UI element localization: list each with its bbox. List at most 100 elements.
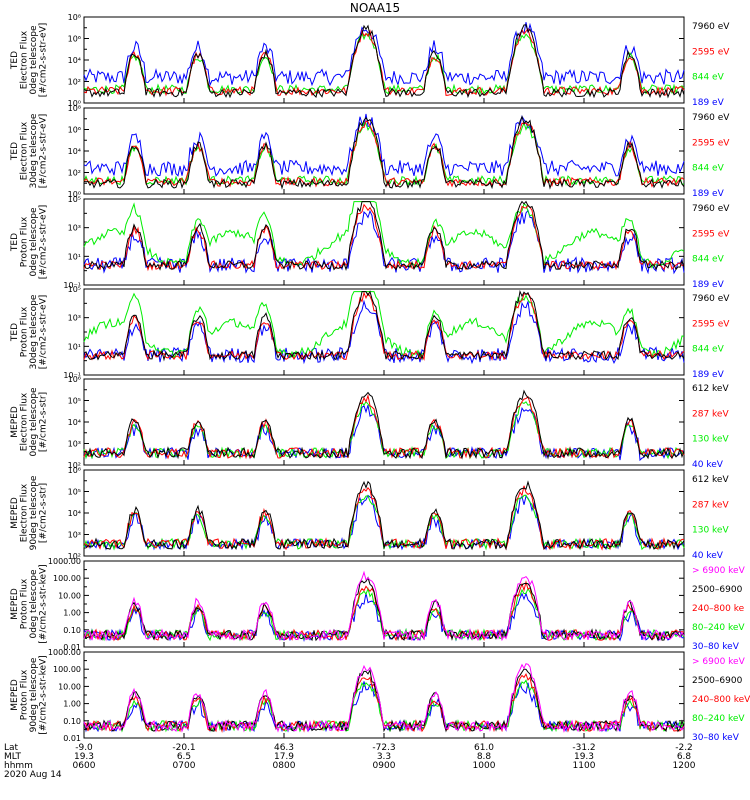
ytick-label: 10² <box>68 169 81 178</box>
legend-entry-red: 2595 eV <box>692 138 730 148</box>
xtick-mlt: 3.3 <box>377 752 391 762</box>
y-axis-label-line: Electron Flux <box>19 30 29 89</box>
xtick-mlt: 19.3 <box>74 752 94 762</box>
ytick-label: 10⁴ <box>68 509 81 518</box>
ytick-label: 10³ <box>68 440 81 449</box>
xtick-lat: 61.0 <box>474 743 494 753</box>
y-axis-label-line: TED <box>10 142 20 161</box>
legend-entry-black: 7960 eV <box>692 294 730 304</box>
ytick-label: 100.00 <box>53 574 81 583</box>
y-axis-label: MEPED Proton Flux 90deg telescope [#/cm2-s-… <box>10 655 49 734</box>
series-black <box>83 115 685 190</box>
xtick-lat: 46.3 <box>274 743 294 753</box>
y-axis-label-line: TED <box>10 323 20 342</box>
legend-entry-black: 612 keV <box>692 384 729 394</box>
legend-entry-red: 287 keV <box>692 409 729 419</box>
legend-entry-green: 80–240 keV <box>692 714 745 724</box>
xtick-hhmm: 0800 <box>273 761 296 771</box>
ytick-label: 10⁴ <box>68 56 81 65</box>
y-axis-label-line: 30deg telescope <box>29 294 39 369</box>
ytick-label: 10⁸ <box>68 104 81 113</box>
y-axis-label-line: [#/cm2-s-str] <box>38 483 48 543</box>
ytick-label: 10.00 <box>58 591 81 600</box>
y-axis-label: TED Electron Flux 0deg telescope [#/cm2-s-s… <box>10 23 49 98</box>
y-axis-label-line: [#/cm2-s-str-eV] <box>38 205 48 280</box>
legend-entry-blue: 30–80 keV <box>692 733 740 743</box>
ytick-label: 10⁶ <box>68 375 81 384</box>
series-green <box>83 400 685 460</box>
ytick-label: 10⁻¹ <box>63 371 81 380</box>
legend-entry-black: 7960 eV <box>692 22 730 32</box>
y-axis-label-line: Electron Flux <box>19 392 29 451</box>
series-magenta <box>83 570 685 642</box>
ytick-label: 10.00 <box>58 682 81 691</box>
y-axis-label-line: [#/cm2-s-str-eV] <box>38 295 48 370</box>
xtick-hhmm: 0900 <box>373 761 396 771</box>
ytick-label: 0.10 <box>63 626 81 635</box>
series-red <box>83 291 685 361</box>
ytick-label: 10⁵ <box>68 397 81 406</box>
series-magenta <box>83 663 685 733</box>
xtick-mlt: 19.3 <box>574 752 594 762</box>
ytick-label: 10² <box>68 461 81 470</box>
y-axis-label-line: MEPED <box>10 588 20 620</box>
series-black <box>83 200 685 271</box>
legend-entry-red: 240–800 ke <box>692 604 745 614</box>
y-axis-label-line: [#/cm2-s-str-eV] <box>38 23 48 98</box>
ytick-label: 10⁴ <box>68 418 81 427</box>
xtick-hhmm: 1100 <box>573 761 596 771</box>
series-red <box>83 485 684 551</box>
y-axis-label: TED Proton Flux 0deg telescope [#/cm2-s-str… <box>10 205 49 280</box>
ytick-label: 1000.00 <box>48 648 81 657</box>
y-axis-label-line: 90deg telescope <box>29 657 39 732</box>
xtick-lat: -31.2 <box>572 743 595 753</box>
xaxis-row-label-mlt: MLT <box>4 752 22 762</box>
series-red <box>83 120 685 188</box>
panel-p4: 10⁻¹ 10¹ 10³ 10⁵ TED Proton Flux 30deg telesco… <box>10 285 731 380</box>
y-axis-label-line: TED <box>10 233 20 252</box>
series-green <box>83 32 685 96</box>
y-axis-label-line: [#/cm2-s-str-eV] <box>38 114 48 189</box>
legend-entry-red: 2595 eV <box>692 319 730 329</box>
y-axis-label-line: Electron Flux <box>19 121 29 180</box>
ytick-label: 10⁶ <box>68 466 81 475</box>
panel-p2: 10⁰ 10² 10⁴ 10⁶ 10⁸ TED Electron Flux 30deg tel… <box>10 104 731 199</box>
xaxis-date: 2020 Aug 14 <box>4 770 62 780</box>
series-red <box>83 27 685 97</box>
series-blue <box>83 113 685 177</box>
ytick-label: 10⁰ <box>68 99 81 108</box>
y-axis-label-line: 0deg telescope <box>29 569 39 639</box>
ytick-label: 10⁵ <box>68 285 81 294</box>
legend-entry-black: 7960 eV <box>692 113 730 123</box>
legend-entry-black: 7960 eV <box>692 204 730 214</box>
ytick-label: 10² <box>68 552 81 561</box>
ytick-label: 10⁴ <box>68 147 81 156</box>
ytick-label: 1.00 <box>63 700 81 709</box>
legend-entry-red: 2595 eV <box>692 229 730 239</box>
y-axis-label-line: Proton Flux <box>19 669 29 720</box>
legend-entry-magenta: > 6900 keV <box>692 657 746 667</box>
y-axis-label-line: TED <box>10 51 20 70</box>
ytick-label: 10⁶ <box>68 35 81 44</box>
y-axis-label: MEPED Electron Flux 0deg telescope [#/cm2-s… <box>10 387 49 457</box>
y-axis-label-line: [#/cm2-s-str] <box>38 392 48 452</box>
y-axis-label-line: 90deg telescope <box>29 475 39 550</box>
legend-entry-black: 2500–6900 <box>692 676 743 686</box>
y-axis-label-line: Electron Flux <box>19 483 29 542</box>
legend-entry-blue: 189 eV <box>692 280 725 290</box>
legend-entry-red: 287 keV <box>692 500 729 510</box>
panel-p3: 10⁻¹ 10¹ 10³ 10⁵ TED Proton Flux 0deg telescop… <box>10 195 731 290</box>
legend-entry-magenta: > 6900 keV <box>692 566 746 576</box>
panel-p5: 10² 10³ 10⁴ 10⁵ 10⁶ MEPED Electron Flux 0deg te… <box>10 375 730 470</box>
legend-entry-green: 844 eV <box>692 255 725 265</box>
xtick-hhmm: 1000 <box>473 761 496 771</box>
series-black <box>83 389 685 460</box>
chart-title: NOAA15 <box>350 1 400 15</box>
series-green <box>83 494 685 551</box>
legend-entry-blue: 40 keV <box>692 460 724 470</box>
xtick-mlt: 6.8 <box>677 752 692 762</box>
series-black <box>83 480 685 551</box>
y-axis-label-line: 0deg telescope <box>29 207 39 277</box>
ytick-label: 10⁵ <box>68 195 81 204</box>
